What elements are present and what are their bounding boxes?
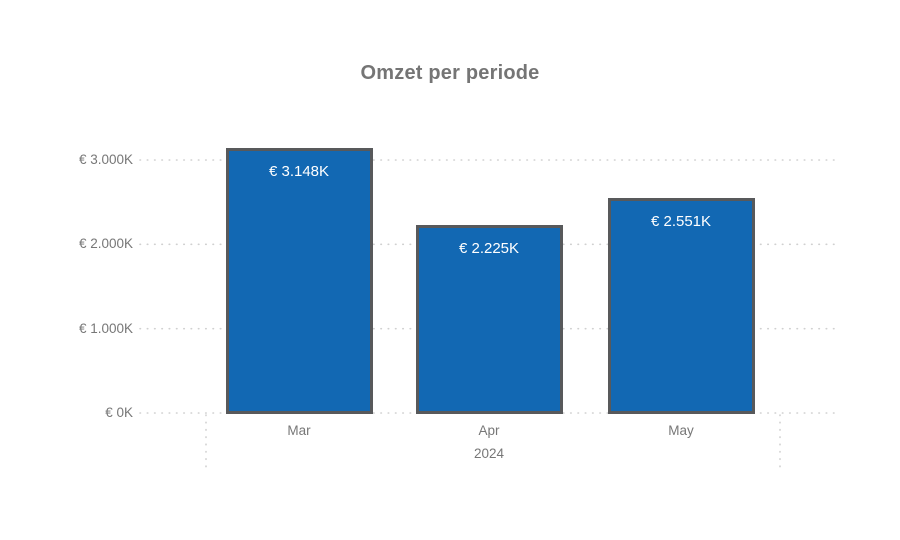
data-label-may: € 2.551K [650,212,712,230]
chart-title: Omzet per periode [360,62,540,84]
y-tick-label-1: € 2.000K [78,236,133,252]
x-tick-label-may: May [668,423,694,438]
x-tick-label-mar: Mar [287,423,311,438]
x-tick-label-apr: Apr [478,423,500,438]
y-tick-label-2: € 1.000K [78,320,133,336]
x-axis-year-label: 2024 [473,446,505,461]
y-tick-label-0: € 3.000K [78,152,133,167]
y-tick-label-3: € 0K [105,405,133,420]
bar-may[interactable]: € 2.551K [607,197,755,414]
bar-apr[interactable]: € 2.225K [415,225,563,414]
bar-mar[interactable]: € 3.148K [225,147,373,414]
data-label-apr: € 2.225K [458,240,520,258]
data-label-mar: € 3.148K [268,162,330,180]
